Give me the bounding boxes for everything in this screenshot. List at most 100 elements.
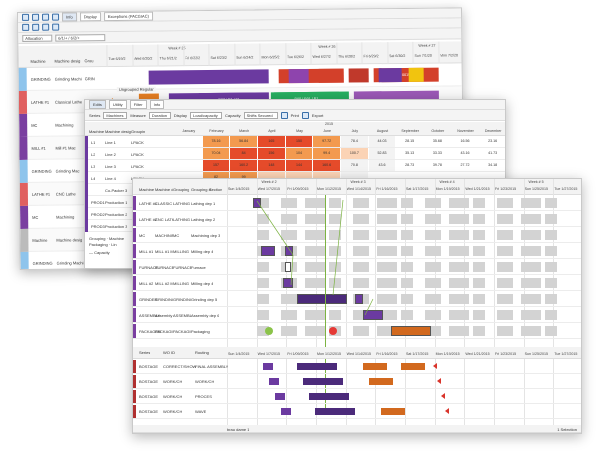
capacity-block[interactable] <box>521 198 541 208</box>
machine-designation[interactable]: Line 3 <box>105 164 116 169</box>
gantt-bar[interactable] <box>318 68 344 83</box>
due-date-marker[interactable] <box>433 363 437 369</box>
row-color-swatch[interactable] <box>85 220 88 232</box>
date-label[interactable]: Wed 1/21/2015 <box>465 352 490 356</box>
grouping-designation[interactable]: Milling dep 4 <box>191 281 214 286</box>
order-routing[interactable]: WAVE <box>195 409 207 414</box>
order-routing[interactable]: FINAL ASSEMBLY <box>195 364 229 369</box>
print-icon[interactable] <box>280 111 288 119</box>
date-label[interactable]: Fri 1/09/2015 <box>287 352 309 356</box>
month-label[interactable]: October <box>431 129 445 133</box>
grouping-designation[interactable]: Furnace <box>191 265 206 270</box>
row-color-swatch[interactable] <box>85 184 88 196</box>
heat-cell[interactable]: 100.7 <box>341 148 368 159</box>
day-label[interactable]: Sun 6/24/2 <box>235 55 254 60</box>
machine-designation[interactable]: Co-Packer 3 <box>105 188 128 193</box>
order-series[interactable]: BOSTAGE <box>139 379 159 384</box>
month-label[interactable]: September <box>401 129 419 133</box>
year-label[interactable]: 2015 <box>325 122 333 126</box>
day-label[interactable]: Fri 6/22/2 <box>184 56 201 61</box>
week-label[interactable]: Week # 2 <box>261 180 277 184</box>
day-label[interactable]: Tue 6/26/2 <box>286 54 305 60</box>
machine-name[interactable]: PROD3 <box>91 224 105 229</box>
machine-name[interactable]: LATHE #1 <box>139 201 158 206</box>
heat-cell[interactable]: 157 <box>202 160 230 171</box>
machine-designation[interactable]: Line 4 <box>105 176 116 181</box>
machine-designation[interactable]: Production 2 <box>105 212 128 217</box>
month-label[interactable]: December <box>484 129 502 133</box>
capacity-block[interactable] <box>545 262 557 272</box>
grid-icon[interactable] <box>52 13 60 21</box>
order-routing[interactable]: WORK/CH <box>195 379 215 384</box>
day-label[interactable]: Sat 6/23/2 <box>210 55 227 60</box>
capacity-block[interactable] <box>497 262 513 272</box>
capacity-block[interactable] <box>353 278 369 288</box>
series-select[interactable]: Machines <box>103 111 128 119</box>
grouping-designation[interactable]: Packaging <box>191 329 210 334</box>
heat-cell[interactable]: 41.73 <box>479 148 505 159</box>
machine-row[interactable]: MCMACHINING_MCMCMachining dep 3 <box>133 227 581 243</box>
capacity-block[interactable] <box>305 230 325 240</box>
capacity-block[interactable] <box>425 294 441 304</box>
calendar-icon[interactable] <box>42 23 50 31</box>
capacity-block[interactable] <box>545 326 557 336</box>
capacity-block[interactable] <box>473 230 485 240</box>
capacity-block[interactable] <box>377 326 397 336</box>
order-operation-bar[interactable] <box>363 363 387 370</box>
capacity-block[interactable] <box>377 246 397 256</box>
gantt-bar[interactable] <box>148 69 269 85</box>
column-header[interactable]: Machine desig <box>54 58 81 64</box>
grouping-designation[interactable]: Lathing dep 1 <box>191 201 216 206</box>
heat-cell[interactable] <box>451 172 479 183</box>
machine-color-swatch[interactable] <box>19 182 29 206</box>
machine-name[interactable]: MILL #1 <box>31 145 46 151</box>
heat-cell[interactable]: 23.16 <box>479 136 505 147</box>
allocation-select[interactable]: Allocation <box>22 34 53 42</box>
grouping[interactable]: MILLING <box>173 281 190 286</box>
export-icon[interactable] <box>301 111 309 119</box>
order-series[interactable]: BOSTAGE <box>139 409 159 414</box>
month-label[interactable]: April <box>268 129 276 133</box>
row-color-swatch[interactable] <box>85 160 88 172</box>
capacity-block[interactable] <box>305 262 325 272</box>
heat-cell[interactable] <box>313 172 340 183</box>
capacity-block[interactable] <box>353 230 369 240</box>
capacity-block[interactable] <box>353 198 369 208</box>
heat-cell[interactable] <box>175 148 202 159</box>
machine-color-swatch[interactable] <box>133 244 136 258</box>
date-label[interactable]: Sun 1/25/2015 <box>524 352 549 356</box>
capacity-block[interactable] <box>257 230 269 240</box>
heat-cell[interactable] <box>479 172 505 183</box>
orders-header[interactable]: Series WO ID Routing Sun 1/4/2015 Wed 1/7/20… <box>133 347 581 359</box>
month-label[interactable]: March <box>239 129 250 133</box>
order-routing[interactable]: PROCES <box>195 394 212 399</box>
capacity-block[interactable] <box>473 278 485 288</box>
row-color-swatch[interactable] <box>85 208 88 220</box>
machine-designation[interactable]: Machining <box>56 214 75 220</box>
machine-color-swatch[interactable] <box>133 196 136 210</box>
machine-designation[interactable]: MACHINING_MC <box>155 233 173 238</box>
order-id[interactable]: WORK/CH <box>163 379 183 384</box>
ungrouped-label[interactable]: Ungrouped Regular <box>116 86 156 92</box>
export-button[interactable]: Export <box>311 112 324 118</box>
capacity-block[interactable] <box>281 198 297 208</box>
heatmap-header[interactable]: Machine Machine desig Groupin 2015 January Fe… <box>85 122 505 136</box>
grouping-designation[interactable]: Machining dep 3 <box>191 233 221 238</box>
machine-designation[interactable]: Machine desig <box>56 237 83 243</box>
order-color-swatch[interactable] <box>133 390 136 403</box>
capacity-block[interactable] <box>305 198 325 208</box>
capacity-block[interactable] <box>497 278 513 288</box>
gantt-bar[interactable] <box>348 68 369 83</box>
machine-designation[interactable]: MILL #2 Mill <box>155 281 173 286</box>
today-line[interactable] <box>325 195 326 415</box>
capacity-block[interactable] <box>449 230 469 240</box>
machine-color-swatch[interactable] <box>18 67 27 91</box>
day-label[interactable]: Sat 6/30/2 <box>388 53 406 59</box>
display-select[interactable]: Load/capacity <box>190 111 223 119</box>
date-label[interactable]: Mon 1/12/2015 <box>317 187 341 191</box>
month-label[interactable]: January <box>182 129 196 133</box>
footer-grouping[interactable]: Grouping · Machine <box>89 236 125 241</box>
machine-row[interactable]: ASSEMBLYAssemblyASSEMBLYAssembly dep 6 <box>133 307 581 323</box>
row-color-swatch[interactable] <box>85 148 88 160</box>
